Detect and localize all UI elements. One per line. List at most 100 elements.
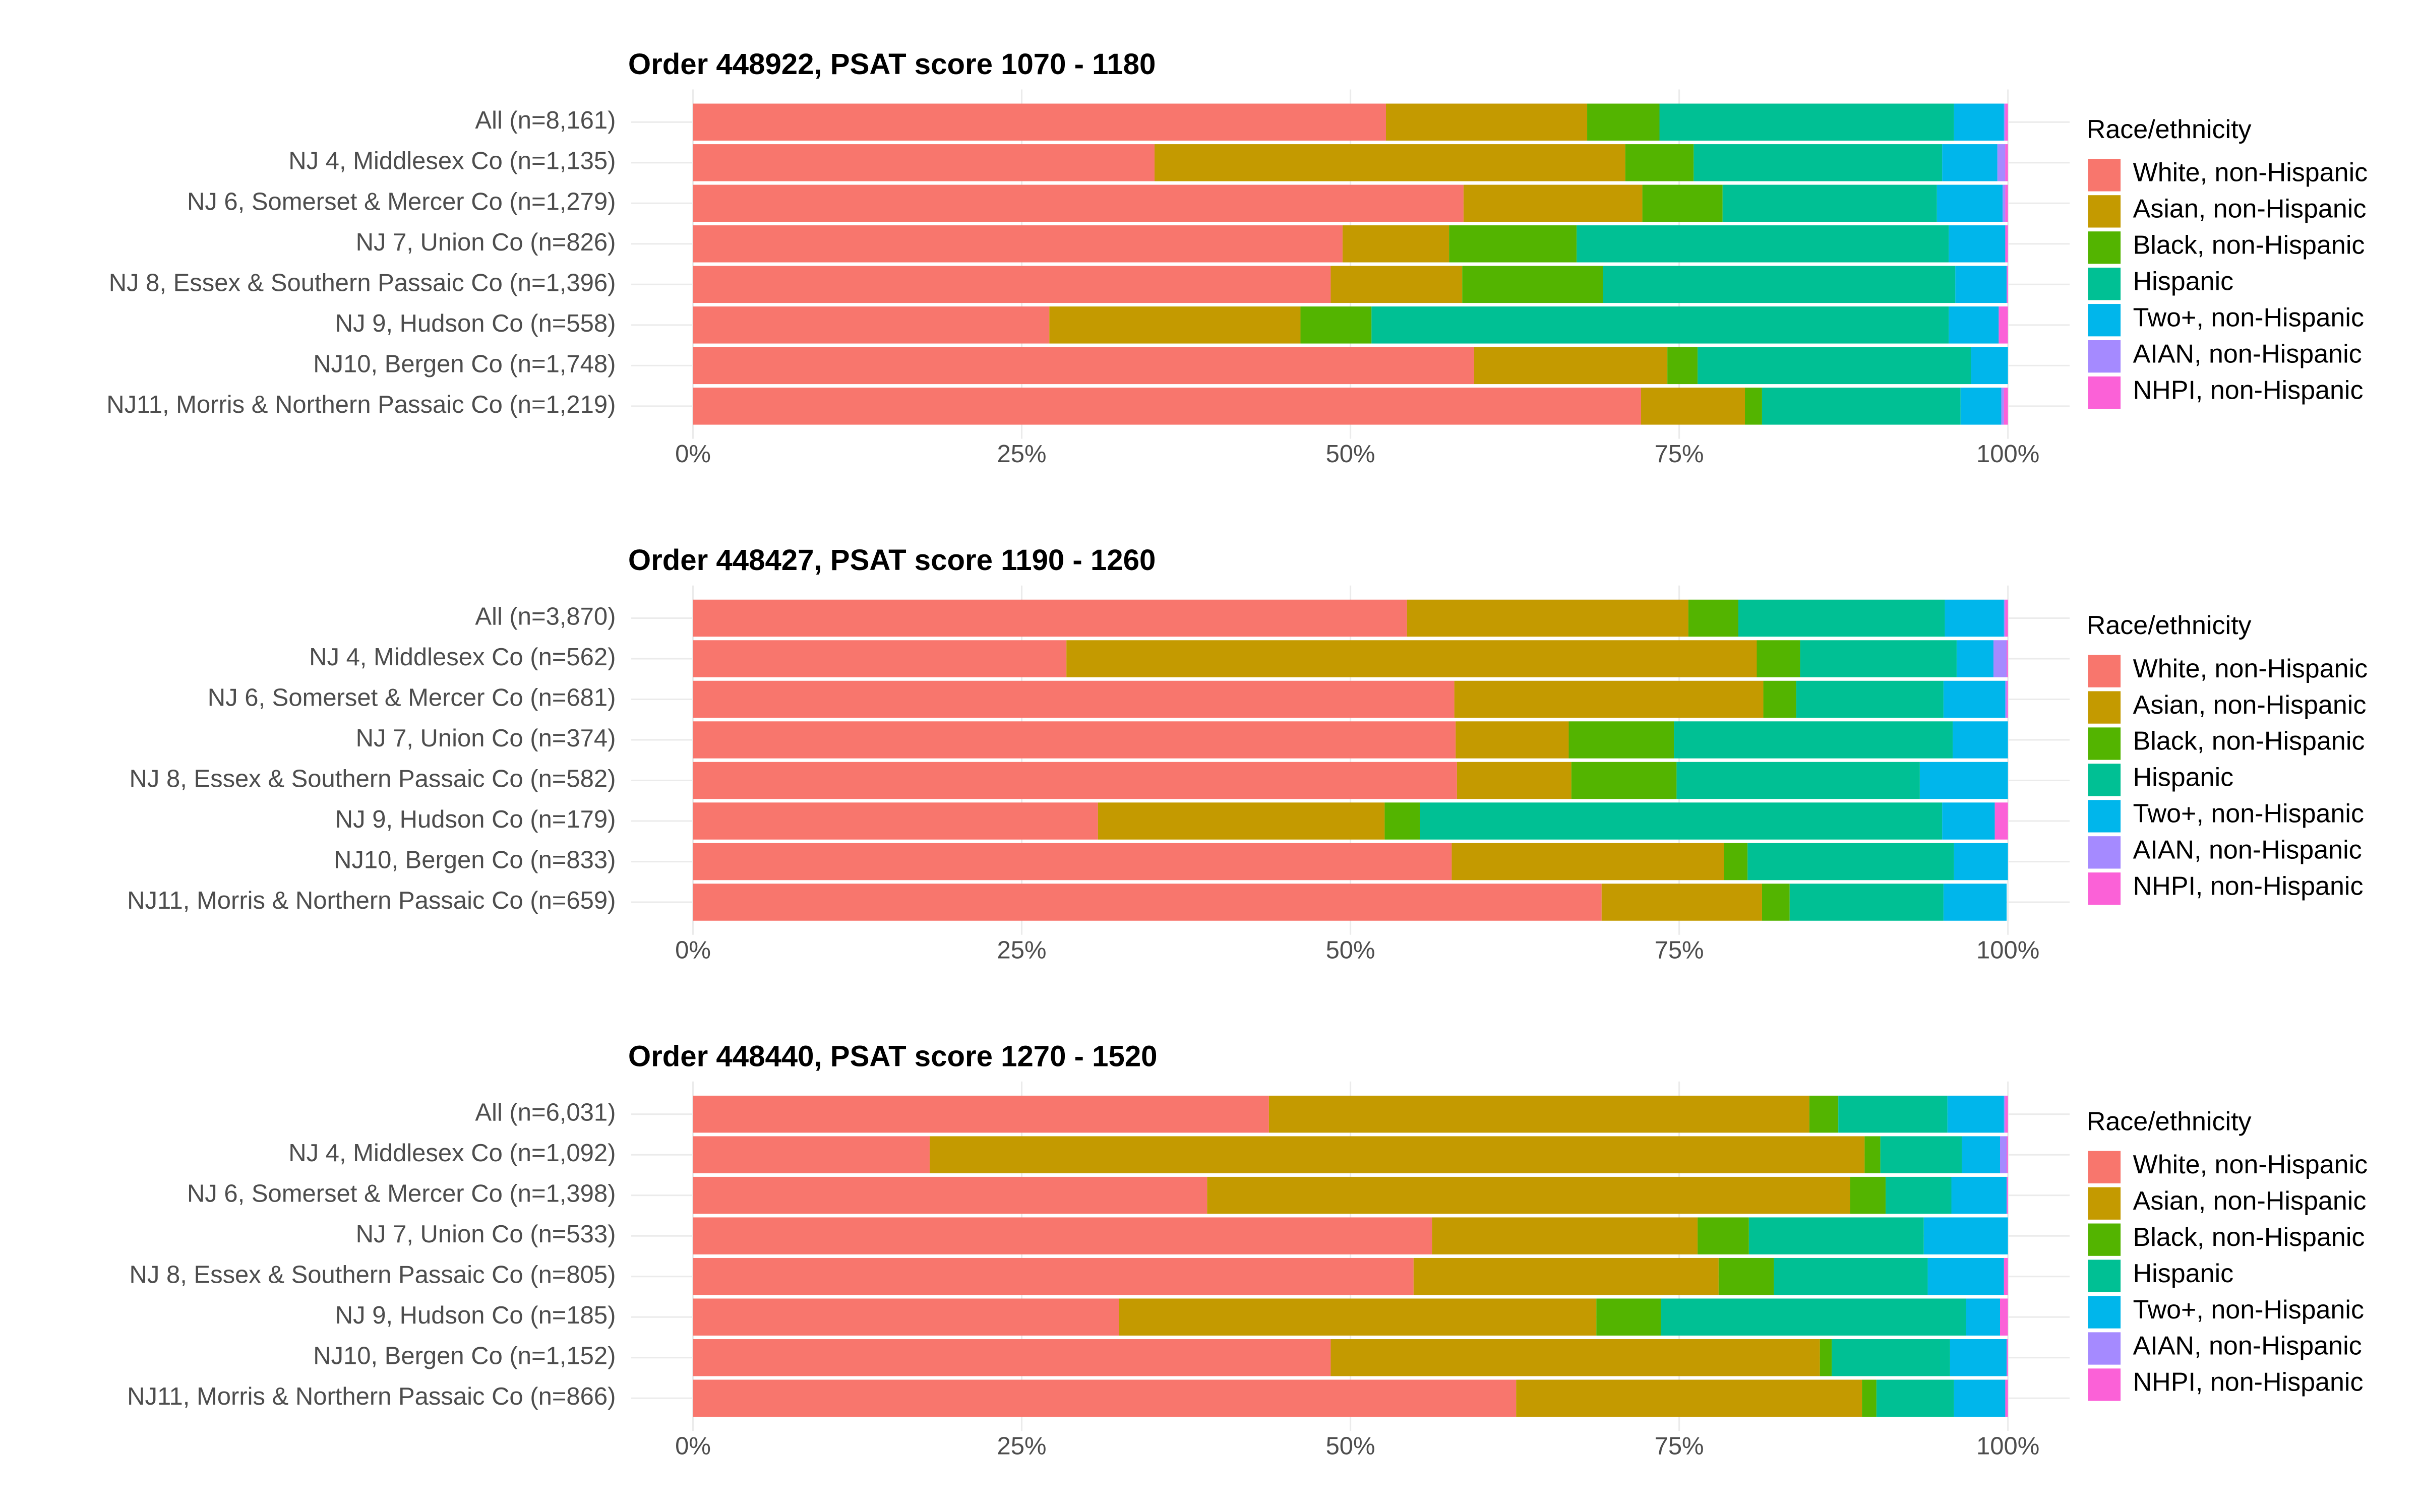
legend-label: Asian, non-Hispanic: [2133, 690, 2367, 720]
bar-segment: [693, 1257, 1414, 1295]
bar-segment: [2001, 388, 2004, 425]
bar-segment: [1838, 1095, 1948, 1133]
legend-swatch: [2088, 1296, 2121, 1329]
x-tick-label: 25%: [997, 936, 1047, 964]
x-tick-label: 100%: [1976, 936, 2039, 964]
bar-segment: [1688, 599, 1738, 637]
y-tick-label: NJ10, Bergen Co (n=1,152): [313, 1343, 616, 1370]
bar-segment: [2004, 1095, 2006, 1133]
legend-swatch: [2088, 764, 2121, 796]
bar-segment: [2005, 1095, 2008, 1133]
y-tick-label: NJ 6, Somerset & Mercer Co (n=681): [208, 684, 616, 711]
x-tick-label: 0%: [675, 936, 711, 964]
panel: Order 448922, PSAT score 1070 - 1180 0% 25…: [106, 48, 2368, 468]
bar-segment: [1625, 144, 1694, 181]
bar-segment: [693, 762, 1457, 799]
bar-segment: [1474, 347, 1668, 385]
legend-label: Hispanic: [2133, 267, 2234, 296]
bar-segment: [2005, 184, 2008, 222]
bar-segment: [1763, 680, 1796, 718]
legend-label: Two+, non-Hispanic: [2133, 799, 2364, 829]
bar-segment: [1745, 388, 1762, 425]
bar-segment: [1876, 1379, 1954, 1417]
bar-segment: [1956, 640, 1993, 677]
bar-segment: [1385, 103, 1588, 141]
x-tick-label: 25%: [997, 1433, 1047, 1460]
x-tick-label: 25%: [997, 440, 1047, 468]
legend-label: White, non-Hispanic: [2133, 654, 2368, 683]
bar-segment: [1432, 1217, 1698, 1254]
bar-segment: [2005, 144, 2008, 181]
bar-segment: [693, 306, 1050, 344]
bar-segment: [1960, 388, 2002, 425]
bar-segment: [2005, 1379, 2008, 1417]
bar-segment: [2007, 680, 2008, 718]
bar-segment: [1954, 103, 2004, 141]
legend-swatch: [2088, 1368, 2121, 1401]
bar-segment: [693, 266, 1331, 303]
bar-segment: [2007, 1136, 2008, 1173]
bar-segment: [1880, 1136, 1962, 1173]
bar-segment: [1850, 1176, 1886, 1214]
y-tick-label: NJ 7, Union Co (n=374): [356, 725, 616, 752]
x-tick-label: 50%: [1326, 440, 1375, 468]
bar-segment: [1832, 1339, 1950, 1376]
bar-segment: [1748, 1217, 1924, 1254]
legend-swatch: [2088, 231, 2121, 264]
bar-segment: [1774, 1257, 1928, 1295]
bar-segment: [1601, 884, 1762, 921]
legend-label: AIAN, non-Hispanic: [2133, 339, 2362, 368]
bar-segment: [1207, 1176, 1850, 1214]
bar-segment: [1886, 1176, 1952, 1214]
legend-title: Race/ethnicity: [2087, 115, 2252, 144]
bar-segment: [2007, 266, 2008, 303]
legend-label: AIAN, non-Hispanic: [2133, 1332, 2362, 1361]
bar-segment: [1954, 843, 2008, 880]
bar-segment: [1049, 306, 1301, 344]
bar-segment: [1949, 225, 2006, 263]
x-tick-label: 50%: [1326, 1433, 1375, 1460]
bar-segment: [1641, 388, 1745, 425]
bar-segment: [1119, 1298, 1597, 1336]
bar-segment: [1577, 225, 1949, 263]
y-tick-label: NJ 9, Hudson Co (n=558): [335, 310, 616, 337]
y-tick-label: NJ 6, Somerset & Mercer Co (n=1,398): [187, 1180, 616, 1208]
bar-segment: [1154, 144, 1625, 181]
bar-segment: [2005, 225, 2008, 263]
bar-segment: [1862, 1379, 1877, 1417]
bar-segment: [1942, 802, 1995, 840]
legend-swatch: [2088, 836, 2121, 869]
x-tick-label: 0%: [675, 440, 711, 468]
bar-segment: [1757, 640, 1800, 677]
bar-segment: [693, 347, 1474, 385]
legend-label: White, non-Hispanic: [2133, 1150, 2368, 1179]
bar-segment: [1923, 1217, 2008, 1254]
bar-segment: [1927, 1257, 2004, 1295]
y-tick-label: All (n=8,161): [475, 107, 616, 134]
y-tick-label: NJ 4, Middlesex Co (n=1,092): [288, 1140, 616, 1167]
bar-segment: [1407, 599, 1688, 637]
legend-label: Asian, non-Hispanic: [2133, 1186, 2367, 1216]
bar-segment: [693, 184, 1464, 222]
bar-segment: [1457, 762, 1571, 799]
legend-label: Black, non-Hispanic: [2133, 1223, 2365, 1252]
legend-swatch: [2088, 727, 2121, 760]
bar-segment: [693, 1176, 1207, 1214]
bar-segment: [693, 802, 1098, 840]
bar-segment: [1596, 1298, 1661, 1336]
x-tick-label: 75%: [1655, 936, 1704, 964]
bar-segment: [1943, 884, 2007, 921]
legend-swatch: [2088, 1332, 2121, 1365]
bar-segment: [1724, 843, 1748, 880]
bar-segment: [1722, 184, 1937, 222]
y-tick-label: NJ 6, Somerset & Mercer Co (n=1,279): [187, 188, 616, 215]
bar-segment: [2004, 1257, 2008, 1295]
bar-segment: [1937, 184, 2003, 222]
bar-segment: [1420, 802, 1943, 840]
bar-segment: [693, 1379, 1517, 1417]
bar-segment: [693, 1339, 1331, 1376]
panel: Order 448440, PSAT score 1270 - 1520 0% 25…: [127, 1040, 2368, 1460]
legend-label: NHPI, non-Hispanic: [2133, 375, 2364, 405]
